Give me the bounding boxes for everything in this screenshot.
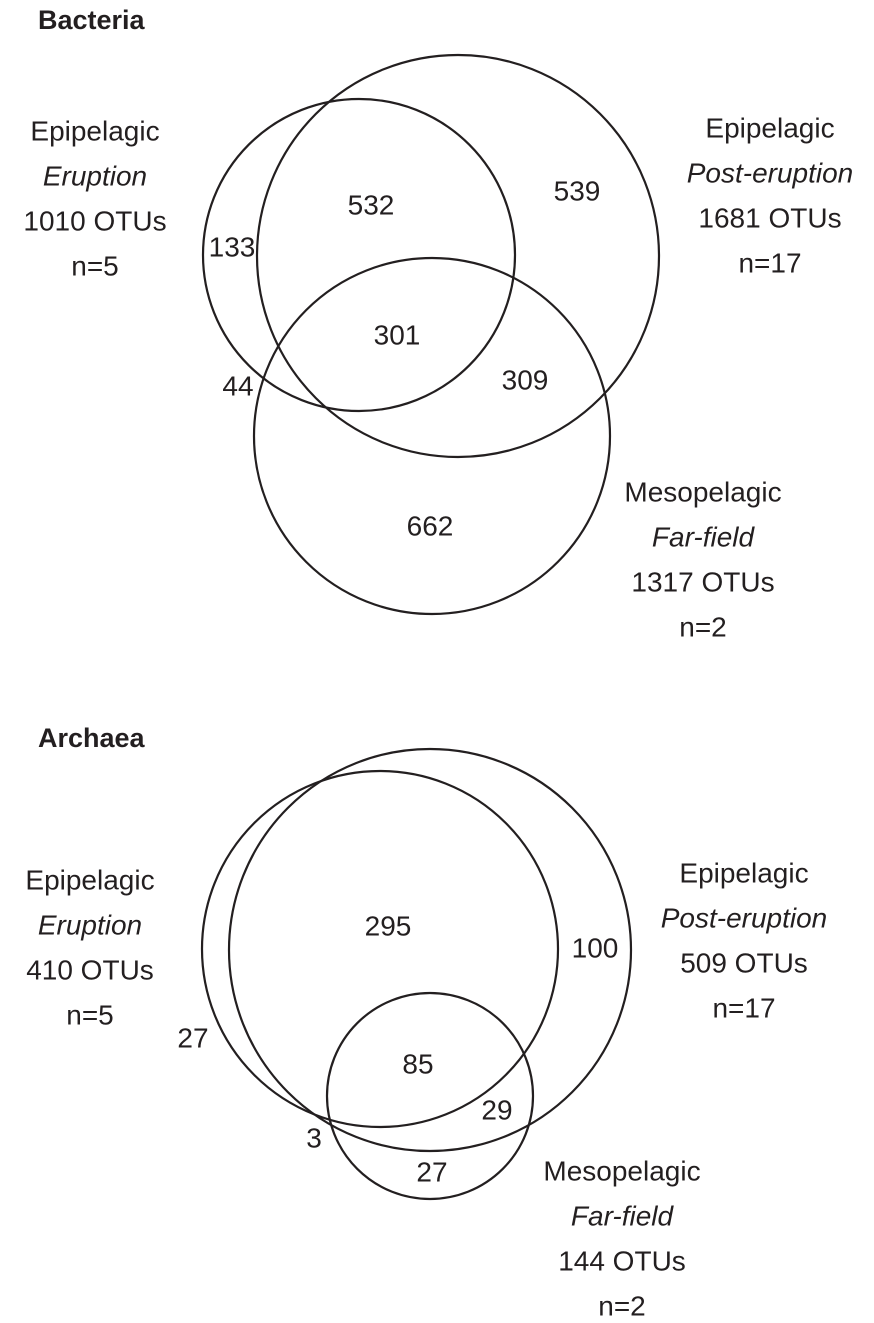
panel-title: Archaea [38, 723, 146, 753]
set-label: 1681 OTUs [698, 202, 841, 233]
set-label: n=2 [679, 611, 727, 642]
region-count: 133 [209, 231, 256, 262]
set-label: Mesopelagic [543, 1155, 700, 1186]
region-count: 3 [306, 1122, 322, 1153]
set-label: Far-field [571, 1200, 675, 1231]
region-count: 44 [222, 370, 253, 401]
region-count: 532 [348, 189, 395, 220]
set-label: n=17 [712, 992, 775, 1023]
set-label: 509 OTUs [680, 947, 808, 978]
set-label: Epipelagic [25, 864, 154, 895]
set-label: Post-eruption [687, 157, 854, 188]
circle-far-field [325, 991, 535, 1201]
set-label: Eruption [43, 160, 147, 191]
region-count: 301 [374, 319, 421, 350]
set-label: Far-field [652, 521, 756, 552]
region-count: 662 [407, 510, 454, 541]
circle-eruption [201, 97, 517, 413]
set-label: 410 OTUs [26, 954, 154, 985]
set-label: Eruption [38, 909, 142, 940]
region-count: 85 [402, 1048, 433, 1079]
region-count: 27 [416, 1156, 447, 1187]
circle-post-eruption [255, 53, 661, 459]
circle-eruption [200, 769, 560, 1129]
circle-post-eruption [227, 747, 633, 1153]
set-label: 144 OTUs [558, 1245, 686, 1276]
circle-far-field [252, 256, 612, 616]
region-count: 100 [572, 932, 619, 963]
set-label: Epipelagic [30, 115, 159, 146]
set-label: Epipelagic [679, 857, 808, 888]
set-label: n=17 [738, 247, 801, 278]
region-count: 309 [502, 364, 549, 395]
set-label: Post-eruption [661, 902, 828, 933]
region-count: 539 [554, 175, 601, 206]
set-label: Epipelagic [705, 112, 834, 143]
set-label: 1010 OTUs [23, 205, 166, 236]
panel-title: Bacteria [38, 5, 146, 35]
bacteria-circles [201, 53, 661, 616]
region-count: 27 [177, 1022, 208, 1053]
set-label: n=5 [71, 250, 119, 281]
region-count: 29 [481, 1094, 512, 1125]
set-label: Mesopelagic [624, 476, 781, 507]
set-label: n=2 [598, 1290, 646, 1321]
set-label: 1317 OTUs [631, 566, 774, 597]
set-label: n=5 [66, 999, 114, 1030]
archaea-circles [200, 747, 633, 1201]
region-count: 295 [365, 910, 412, 941]
